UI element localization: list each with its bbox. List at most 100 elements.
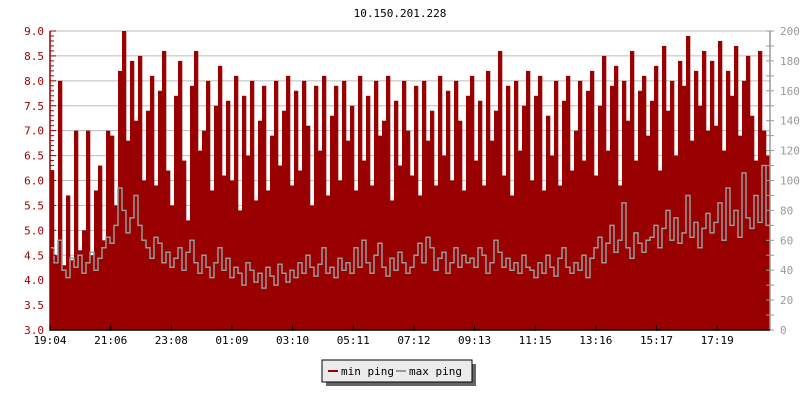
min-ping-bar xyxy=(430,110,435,330)
min-ping-bar xyxy=(446,90,451,330)
max-ping-line xyxy=(50,164,770,289)
min-ping-bar xyxy=(330,115,335,330)
legend-label-max-ping: max ping xyxy=(409,365,462,378)
min-ping-bar xyxy=(322,75,327,330)
min-ping-bar xyxy=(126,140,131,330)
min-ping-bar xyxy=(738,135,743,330)
min-ping-bar xyxy=(62,265,67,330)
min-ping-bar xyxy=(530,180,535,330)
x-tick-label: 07:12 xyxy=(397,334,430,347)
right-tick-label: 180 xyxy=(780,55,800,68)
min-ping-bar xyxy=(246,155,251,330)
min-ping-bar xyxy=(622,80,627,330)
min-ping-bar xyxy=(254,200,259,330)
x-tick-label: 01:09 xyxy=(215,334,248,347)
min-ping-bar xyxy=(294,90,299,330)
min-ping-bar xyxy=(626,120,631,330)
min-ping-bar xyxy=(674,155,679,330)
right-tick-label: 0 xyxy=(780,324,787,337)
min-ping-bar xyxy=(342,80,347,330)
min-ping-bar xyxy=(642,75,647,330)
min-ping-bar xyxy=(230,180,235,330)
x-tick-label: 03:10 xyxy=(276,334,309,347)
min-ping-bar xyxy=(162,50,167,330)
min-ping-bar xyxy=(414,85,419,330)
min-ping-bar xyxy=(86,130,91,330)
x-tick-label: 13:16 xyxy=(579,334,612,347)
min-ping-bar xyxy=(266,190,271,330)
min-ping-bar xyxy=(98,165,103,330)
min-ping-bar xyxy=(202,130,207,330)
min-ping-bar xyxy=(234,75,239,330)
min-ping-bar xyxy=(586,90,591,330)
x-tick-label: 05:11 xyxy=(337,334,370,347)
min-ping-bar xyxy=(670,80,675,330)
min-ping-bar xyxy=(718,40,723,330)
min-ping-bar xyxy=(138,55,143,331)
x-tick-label: 23:08 xyxy=(155,334,188,347)
min-ping-bar xyxy=(654,65,659,330)
min-ping-bar xyxy=(90,255,95,330)
min-ping-bar xyxy=(474,160,479,330)
min-ping-bar xyxy=(434,185,439,330)
min-ping-bar xyxy=(482,185,487,330)
min-ping-bar xyxy=(410,175,415,330)
min-ping-bar xyxy=(614,65,619,330)
left-tick-label: 4.0 xyxy=(24,274,44,287)
min-ping-bar xyxy=(374,80,379,330)
min-ping-bar xyxy=(426,140,431,330)
min-ping-bar xyxy=(562,100,567,331)
min-ping-bar xyxy=(166,170,171,330)
min-ping-bar xyxy=(566,75,571,330)
min-ping-bar xyxy=(262,85,267,330)
left-tick-label: 7.5 xyxy=(24,100,44,113)
min-ping-bar xyxy=(470,75,475,330)
min-ping-bar xyxy=(486,70,491,330)
min-ping-bar xyxy=(538,75,543,330)
left-tick-label: 4.5 xyxy=(24,249,44,262)
x-tick-label: 11:15 xyxy=(519,334,552,347)
right-tick-label: 160 xyxy=(780,85,800,98)
min-ping-bar xyxy=(682,85,687,330)
min-ping-bar xyxy=(378,135,383,330)
min-ping-bar xyxy=(690,140,695,330)
min-ping-bar xyxy=(334,85,339,330)
min-ping-bar xyxy=(602,55,607,331)
min-ping-bar xyxy=(358,75,363,330)
min-ping-bar xyxy=(242,95,247,331)
min-ping-bar xyxy=(522,105,527,330)
min-ping-bar xyxy=(110,135,115,330)
min-ping-bar xyxy=(150,75,155,330)
left-tick-label: 9.0 xyxy=(24,25,44,38)
min-ping-bar xyxy=(438,75,443,330)
x-tick-label: 19:04 xyxy=(33,334,66,347)
min-ping-bar xyxy=(634,160,639,330)
min-ping-bar xyxy=(422,80,427,330)
min-ping-bar xyxy=(554,80,559,330)
min-ping-bar xyxy=(478,100,483,331)
right-tick-label: 60 xyxy=(780,234,793,247)
min-ping-bar xyxy=(78,250,83,330)
min-ping-bar xyxy=(454,80,459,330)
min-ping-bar xyxy=(506,85,511,330)
x-tick-label: 17:19 xyxy=(701,334,734,347)
min-ping-bar xyxy=(314,85,319,330)
min-ping-bar xyxy=(754,160,759,330)
min-ping-bar xyxy=(526,70,531,330)
min-ping-bar xyxy=(758,50,763,330)
min-ping-bar xyxy=(146,110,151,330)
min-ping-bar xyxy=(598,105,603,330)
min-ping-bar xyxy=(746,55,751,331)
min-ping-bar xyxy=(350,105,355,330)
min-ping-bar xyxy=(726,70,731,330)
min-ping-bar xyxy=(694,70,699,330)
min-ping-bar xyxy=(118,70,123,330)
min-ping-bar xyxy=(282,110,287,330)
min-ping-bar xyxy=(258,120,263,330)
min-ping-bar xyxy=(710,60,715,331)
legend-swatch-max-ping xyxy=(396,370,406,372)
x-tick-label: 09:13 xyxy=(458,334,491,347)
min-ping-bar xyxy=(494,110,499,330)
right-tick-label: 80 xyxy=(780,204,793,217)
min-ping-bar xyxy=(402,80,407,330)
